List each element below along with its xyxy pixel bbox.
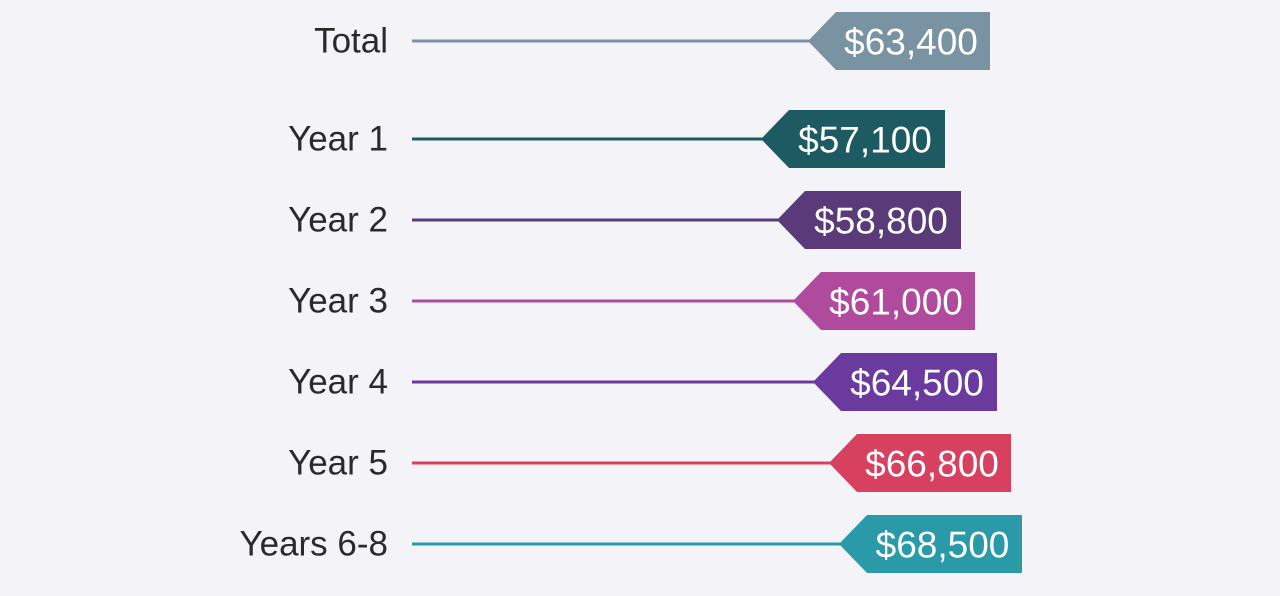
- category-label: Year 2: [288, 201, 388, 240]
- value-tag: [808, 12, 990, 70]
- value-tag: [793, 272, 975, 330]
- value-label: $57,100: [798, 120, 932, 161]
- value-tag: [839, 515, 1022, 573]
- chart-rows: Total $63,400 Year 1 $57,100 Year 2 $58,800 Ye…: [239, 12, 1022, 573]
- value-label: $63,400: [844, 22, 978, 63]
- category-label: Year 5: [288, 444, 388, 483]
- value-tag: [761, 110, 945, 168]
- category-label: Year 4: [288, 363, 388, 402]
- category-label: Year 3: [288, 282, 388, 321]
- category-label: Year 1: [288, 120, 388, 159]
- category-label: Years 6-8: [239, 525, 388, 564]
- value-label: $61,000: [829, 282, 963, 323]
- value-tag: [813, 353, 997, 411]
- value-label: $58,800: [814, 201, 948, 242]
- category-label: Total: [314, 22, 388, 61]
- value-label: $68,500: [876, 525, 1010, 566]
- value-label: $66,800: [865, 444, 999, 485]
- value-tag: [829, 434, 1011, 492]
- value-tag: [777, 191, 961, 249]
- value-label: $64,500: [850, 363, 984, 404]
